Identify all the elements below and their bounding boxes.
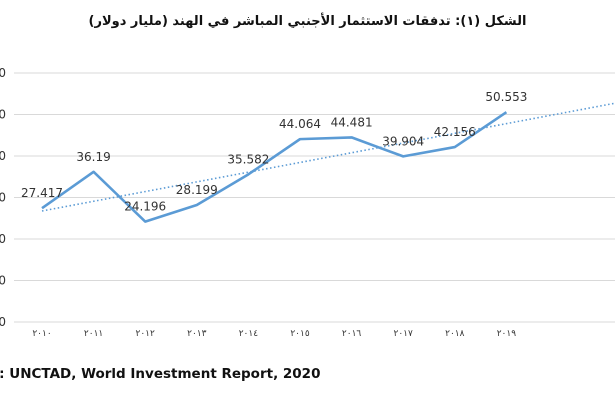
x-tick-label: ٢٠١٣	[187, 329, 207, 339]
x-tick-label: ٢٠١٠	[32, 329, 51, 339]
x-tick-label: ٢٠١٤	[239, 329, 259, 339]
y-tick-label: 40	[0, 149, 6, 163]
x-tick-label: ٢٠١٦	[342, 329, 362, 339]
x-tick-label: ٢٠١٥	[290, 329, 310, 339]
trendline-path	[41, 102, 615, 212]
x-axis-ticks: ٢٠١٠ ٢٠١١ ٢٠١٢ ٢٠١٣ ٢٠١٤ ٢٠١٥ ٢٠١٦ ٢٠١٧ ٢٠١٨ ٢٠١٩	[32, 329, 516, 339]
series-line	[41, 111, 508, 223]
data-label: 28.199	[176, 183, 218, 197]
y-tick-label: 20	[0, 232, 6, 246]
x-tick-label: ٢٠١٨	[445, 329, 465, 339]
data-label: 50.553	[485, 90, 527, 104]
gridlines	[14, 72, 615, 323]
y-tick-label: 10	[0, 274, 6, 288]
y-tick-label: 60	[0, 66, 6, 80]
chart-source: ce: UNCTAD, World Investment Report, 202…	[0, 366, 321, 382]
data-label: 44.481	[331, 115, 373, 129]
x-tick-label: ٢٠١٧	[394, 329, 414, 339]
data-label: 39.904	[382, 134, 424, 148]
x-tick-label: ٢٠١٢	[136, 329, 156, 339]
data-label: 27.417	[21, 186, 63, 200]
trendline	[41, 102, 615, 212]
data-label: 42.156	[434, 125, 476, 139]
x-tick-label: ٢٠١٩	[497, 329, 517, 339]
data-label: 35.582	[227, 152, 269, 166]
y-tick-label: 50	[0, 108, 6, 122]
y-tick-label: 0	[0, 315, 6, 329]
y-tick-label: 30	[0, 191, 6, 205]
y-axis-ticks: 0 10 20 30 40 50 60	[0, 66, 6, 329]
x-tick-label: ٢٠١١	[84, 329, 103, 339]
chart-title: الشكل (١): تدفقات الاستثمار الأجنبي المب…	[88, 14, 527, 29]
data-label: 44.064	[279, 117, 321, 131]
data-labels: 27.417 36.19 24.196 28.199 35.582 44.064 44.48…	[21, 90, 527, 213]
series-path	[41, 111, 508, 223]
data-label: 24.196	[124, 200, 166, 214]
data-label: 36.19	[76, 150, 110, 164]
